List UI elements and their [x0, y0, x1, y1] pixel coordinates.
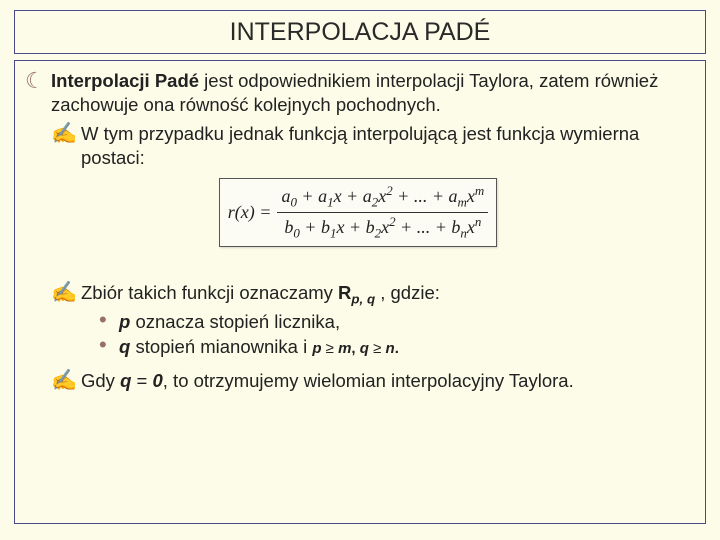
slide: INTERPOLACJA PADÉ ☾ Interpolacji Padé je…	[0, 10, 720, 540]
formula: r(x) = a0 + a1x + a2x2 + ... + amxm b0 +…	[228, 183, 488, 242]
bullet-p-text: p oznacza stopień licznika,	[119, 310, 691, 334]
taylor-post: , to otrzymujemy wielomian interpolacyjn…	[163, 370, 574, 391]
cond-sep: ,	[351, 340, 359, 357]
var-p: p	[119, 311, 130, 332]
var-q: q	[119, 336, 130, 357]
slide-title: INTERPOLACJA PADÉ	[230, 18, 491, 47]
bullet-marker-l3: •	[99, 335, 119, 355]
bullet-marker-l2: ✍	[51, 122, 81, 146]
cond2-v: q	[360, 340, 373, 357]
bullet-q-text: q stopień mianownika i p ≥ m, q ≥ n.	[119, 335, 691, 359]
cond2-r: n	[381, 340, 394, 357]
bullet-marker-l2: ✍	[51, 281, 81, 305]
bullet-sub-taylor: ✍ Gdy q = 0, to otrzymujemy wielomian in…	[51, 369, 691, 393]
bullet-p: • p oznacza stopień licznika,	[99, 310, 691, 334]
set-sym: R	[338, 282, 351, 303]
bullet-main-text: Interpolacji Padé jest odpowiednikiem in…	[51, 69, 691, 116]
bullet-main-strong: Interpolacji Padé	[51, 70, 199, 91]
set-pre: Zbiór takich funkcji oznaczamy	[81, 282, 338, 303]
bullet-sub-taylor-text: Gdy q = 0, to otrzymujemy wielomian inte…	[81, 369, 691, 393]
bullet-sub-set: ✍ Zbiór takich funkcji oznaczamy Rp, q ,…	[51, 281, 691, 308]
set-sub: p, q	[351, 292, 375, 307]
bullet-marker-l3: •	[99, 310, 119, 330]
cond1-v: p	[312, 340, 325, 357]
formula-numerator: a0 + a1x + a2x2 + ... + amxm	[277, 183, 488, 211]
bullet-sub-set-text: Zbiór takich funkcji oznaczamy Rp, q , g…	[81, 281, 691, 308]
formula-lhs: r(x) =	[228, 201, 278, 224]
title-box: INTERPOLACJA PADÉ	[14, 10, 706, 54]
formula-container: r(x) = a0 + a1x + a2x2 + ... + amxm b0 +…	[25, 178, 691, 247]
taylor-pre: Gdy	[81, 370, 120, 391]
cond1-ge: ≥	[326, 340, 334, 357]
bullet-main: ☾ Interpolacji Padé jest odpowiednikiem …	[25, 69, 691, 116]
bullet-marker-l2: ✍	[51, 369, 81, 393]
body-box: ☾ Interpolacji Padé jest odpowiednikiem …	[14, 60, 706, 524]
bullet-sub-intro: ✍ W tym przypadku jednak funkcją interpo…	[51, 122, 691, 169]
bullet-marker-l1: ☾	[25, 69, 51, 93]
q-text: stopień mianownika i	[130, 336, 312, 357]
taylor-q: q	[120, 370, 131, 391]
formula-box: r(x) = a0 + a1x + a2x2 + ... + amxm b0 +…	[219, 178, 497, 247]
bullet-sub-intro-text: W tym przypadku jednak funkcją interpolu…	[81, 122, 691, 169]
cond-dot: .	[395, 340, 399, 357]
fraction-bar	[277, 212, 488, 213]
taylor-zero: 0	[152, 370, 162, 391]
formula-fraction: a0 + a1x + a2x2 + ... + amxm b0 + b1x + …	[277, 183, 488, 242]
set-post: , gdzie:	[375, 282, 440, 303]
taylor-mid: =	[131, 370, 152, 391]
cond1-r: m	[334, 340, 352, 357]
formula-denominator: b0 + b1x + b2x2 + ... + bnxn	[280, 214, 485, 242]
bullet-q: • q stopień mianownika i p ≥ m, q ≥ n.	[99, 335, 691, 359]
p-text: oznacza stopień licznika,	[130, 311, 340, 332]
